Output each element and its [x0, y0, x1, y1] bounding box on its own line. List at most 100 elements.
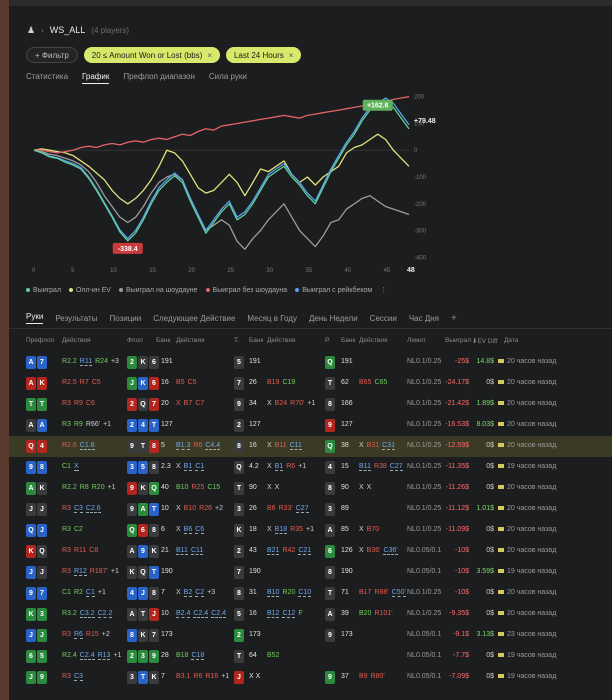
- col-turn[interactable]: Т.: [234, 337, 240, 344]
- table-row[interactable]: J J R3 C3 C2.6 9 A T 10 X B10 R26 +2 3 26 B6 R33' C27 3 89 N…: [9, 499, 612, 520]
- tab-hour[interactable]: Час Дня: [408, 313, 440, 323]
- legend-item[interactable]: Олл-ин EV: [69, 287, 111, 294]
- col-actions-2[interactable]: Действия: [176, 337, 205, 344]
- table-row[interactable]: J J R3 R6 R15 +2 8 K 7 173 2 173 9 173 NL0.05/0.1 -9.1$…: [9, 625, 612, 646]
- playing-card: T: [138, 608, 148, 621]
- bank-value: 4.2: [249, 463, 259, 470]
- legend-label: Выиграл с рейкбеком: [302, 286, 373, 294]
- tab-month[interactable]: Месяц в Году: [247, 313, 297, 323]
- add-filter-button[interactable]: + Фильтр: [26, 47, 78, 63]
- tab-sessions[interactable]: Сессии: [369, 313, 397, 323]
- bank-value: 127: [341, 421, 353, 428]
- col-actions-1[interactable]: Действия: [62, 337, 91, 344]
- playing-card: T: [26, 398, 36, 411]
- add-tab-button[interactable]: +: [451, 312, 457, 324]
- col-bank-1[interactable]: Банк: [156, 337, 171, 344]
- action-list: X B1 C1: [176, 463, 205, 471]
- legend-item[interactable]: Выиграл с рейкбеком: [295, 287, 372, 294]
- playing-card: T: [149, 566, 159, 579]
- y-tick-label: -300: [414, 229, 427, 235]
- tab-positions[interactable]: Позиции: [109, 313, 142, 323]
- tab-statistics[interactable]: Статистика: [26, 72, 69, 81]
- table-row[interactable]: K 3 R3.2 C3.2 C2.2 A T J 10 B2.4 C2.4 C2.4 5 16 B12 C12…: [9, 604, 612, 625]
- action-token: C3: [73, 505, 83, 513]
- table-row[interactable]: Q J R3 C2 Q 6 8 6 X B6 C6 K 18 X B18 R35 +1 A 85 X B70 NL0.1/…: [9, 520, 612, 541]
- tab-graph[interactable]: График: [82, 72, 110, 84]
- y-tick-label: -200: [414, 202, 427, 208]
- action-token: F: [298, 610, 303, 617]
- bank-value: 173: [341, 631, 353, 638]
- table-row[interactable]: A A R3 R9 R66' +1 2 4 T 127 2 127 9 127 NL0.1/0.25 -16.…: [9, 415, 612, 436]
- table-row[interactable]: 9 8 C1 X 3 5 8 2.3 X B1 C1 Q 4.2 X B1 R6 +1 4 15 B11 R38 C27 N…: [9, 457, 612, 478]
- ev-diff-value: 0$: [486, 442, 494, 449]
- playing-card: K: [37, 482, 47, 495]
- playing-card: J: [26, 671, 36, 684]
- table-row[interactable]: K Q R3 R11 C8 A 9 K 21 B11 C11 2 43 B21 R42 C21 6 126 X B36…: [9, 541, 612, 562]
- playing-card: 7: [234, 377, 244, 390]
- table-row[interactable]: J 9 R3 C3 3 T K 7 B3.1 R6 R16 +1 J X X 9 37 B9 R80' NL0.05…: [9, 667, 612, 688]
- action-token: R33': [278, 505, 293, 512]
- action-list: B10 R20 C10: [267, 589, 312, 597]
- more-icon[interactable]: ⋮: [380, 287, 388, 294]
- card-group: 2: [234, 629, 244, 642]
- action-token: B10: [267, 589, 280, 597]
- playing-card: 2: [127, 356, 137, 369]
- tab-hand-strength[interactable]: Сила руки: [208, 72, 247, 81]
- playing-card: A: [37, 419, 47, 432]
- legend-item[interactable]: Выиграл на шоудауне: [118, 287, 198, 294]
- bank-value: 31: [249, 589, 257, 596]
- legend-item[interactable]: Выиграл без шоудауна: [205, 287, 287, 294]
- col-won[interactable]: Выиграл: [445, 337, 472, 344]
- col-bank-2[interactable]: Банк: [249, 337, 264, 344]
- table-row[interactable]: A 7 R2.2 R11 R24 +3 2 K 6 191 5 191 Q 191 NL0.1/0.25 -2…: [9, 352, 612, 373]
- table-row[interactable]: 9 7 C1 R2 C1 +1 4 J 8 7 X B2 C2 +3 8 31 B10 R20 C10 T 71 B17 R…: [9, 583, 612, 604]
- playing-card: 9: [37, 671, 47, 684]
- col-date[interactable]: Дата: [504, 337, 519, 344]
- col-flop[interactable]: Флоп: [127, 337, 143, 344]
- filter-chip-amount[interactable]: 20 ≤ Amount Won or Lost (bbs) ×: [83, 47, 220, 63]
- action-list: X B10 R26 +2: [176, 505, 223, 512]
- close-icon[interactable]: ×: [207, 50, 212, 60]
- action-token: R9: [73, 421, 83, 428]
- playing-card: A: [26, 419, 36, 432]
- legend-item[interactable]: Выиграл: [26, 287, 61, 294]
- col-ev-diff[interactable]: ⬇EV Diff: [472, 338, 498, 345]
- table-row[interactable]: 6 5 R2.4 C2.4 R13 +1 2 3 9 28 B18 C18 T 64 B52 NL0.05/0…: [9, 646, 612, 667]
- tab-next-action[interactable]: Следующее Действие: [153, 313, 236, 323]
- col-preflop[interactable]: Префлоп: [26, 337, 55, 344]
- playing-card: K: [234, 524, 244, 537]
- tab-weekday[interactable]: День Недели: [308, 313, 358, 323]
- table-row[interactable]: A K R2.5 R7 C5 J K 6 16 B5 C5 7 26 B19 C19 T 62 B65 C65 NL0…: [9, 373, 612, 394]
- col-actions-3[interactable]: Действия: [267, 337, 296, 344]
- tab-hands[interactable]: Руки: [26, 312, 44, 324]
- col-river[interactable]: Р.: [325, 337, 330, 344]
- action-token: R3: [62, 547, 71, 554]
- action-token: C1: [195, 463, 205, 471]
- table-row[interactable]: Q 4 R2.6 C1.6 9 T 8 5 B1.3 R6 C4.4 8 16 X B11 C11 Q 38 X B3…: [9, 436, 612, 457]
- table-row[interactable]: A K R2.2 R8 R20 +1 9 K Q 40 B10 R25 C15 T 90 X X 8 90 X X NL0…: [9, 478, 612, 499]
- close-icon[interactable]: ×: [288, 50, 294, 60]
- playing-card: 5: [37, 650, 47, 663]
- card-group: Q: [325, 356, 335, 369]
- action-token: B10: [176, 484, 189, 491]
- table-row[interactable]: J J R3 R12 R187' +1 K Q T 190 7 190 8 190 NL0.05/0.1 -1…: [9, 562, 612, 583]
- playing-card: 9: [138, 545, 148, 558]
- action-token: C6: [85, 400, 95, 407]
- playing-card: J: [26, 503, 36, 516]
- players-icon[interactable]: ♟: [27, 24, 36, 35]
- tab-results[interactable]: Результаты: [55, 313, 98, 323]
- col-bank-3[interactable]: Банк: [341, 337, 356, 344]
- action-token: R25: [191, 484, 205, 491]
- col-actions-4[interactable]: Действия: [359, 337, 388, 344]
- tab-preflop-range[interactable]: Префлоп диапазон: [123, 72, 195, 81]
- bank-value: 71: [341, 589, 349, 596]
- table-row[interactable]: T T R3 R9 C6 2 Q 7 20 X B7 C7 9 34 X B24 R70' +1 8 166 NL0.1…: [9, 394, 612, 415]
- action-token: C2: [73, 526, 83, 533]
- filter-chip-time[interactable]: Last 24 Hours ×: [225, 47, 302, 63]
- col-limit[interactable]: Лимит: [407, 337, 426, 344]
- ev-diff-value: 0$: [486, 547, 494, 554]
